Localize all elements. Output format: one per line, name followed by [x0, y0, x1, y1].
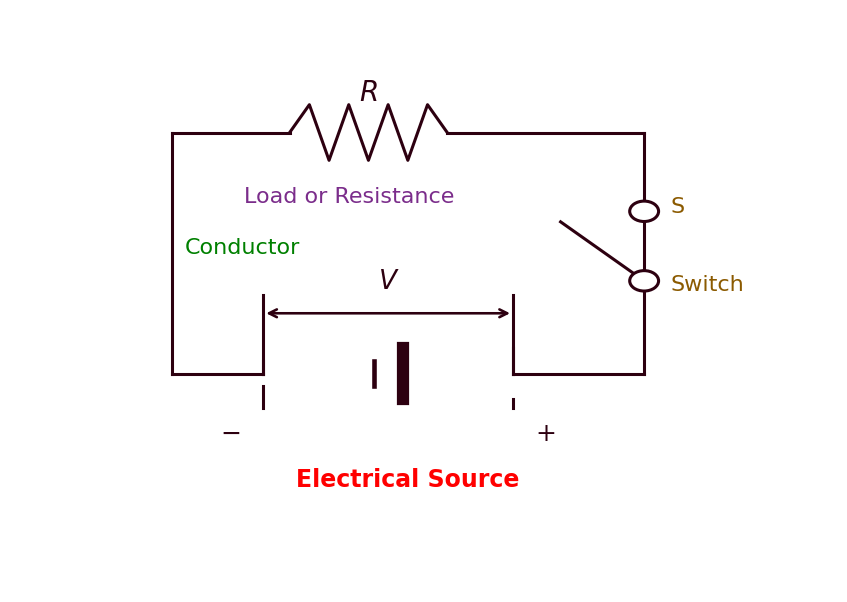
Text: Switch: Switch — [671, 276, 745, 296]
Text: −: − — [220, 422, 241, 446]
Text: Electrical Source: Electrical Source — [296, 468, 519, 492]
Circle shape — [629, 271, 659, 291]
Text: S: S — [671, 197, 684, 217]
Circle shape — [629, 201, 659, 222]
Text: +: + — [535, 422, 556, 446]
Text: Conductor: Conductor — [185, 238, 300, 258]
Text: Load or Resistance: Load or Resistance — [244, 187, 454, 208]
Text: R: R — [359, 79, 378, 107]
Text: V: V — [379, 268, 397, 295]
